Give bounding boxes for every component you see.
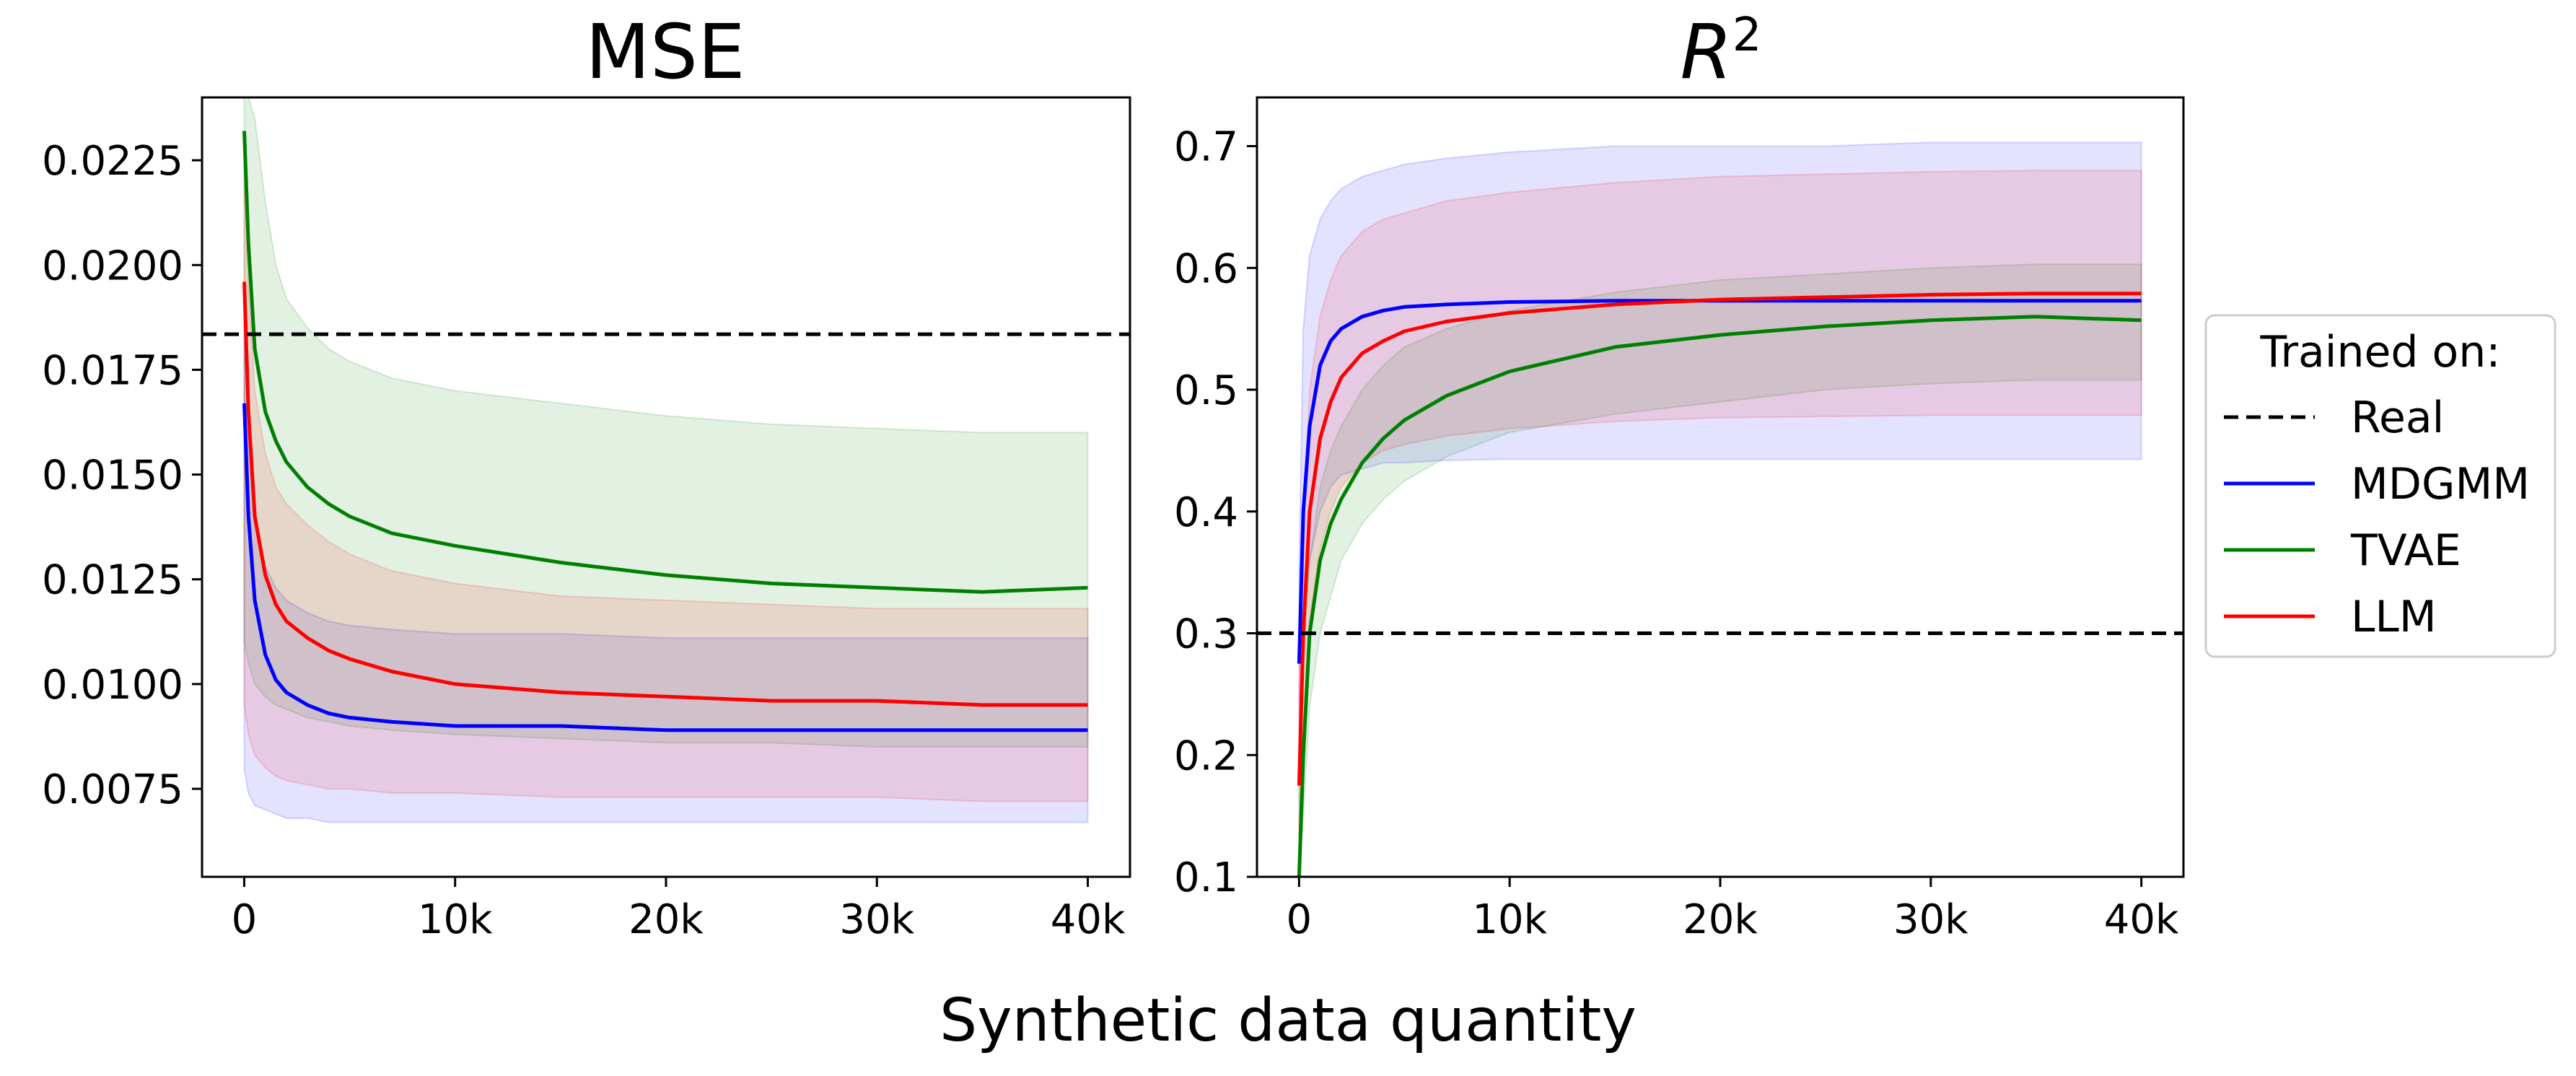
r2-y-tick-label: 0.7	[1174, 124, 1238, 171]
mse-llm-line	[242, 281, 1088, 707]
mse-y-tick-label: 0.0200	[42, 242, 183, 289]
r2-title: R2	[1681, 8, 1762, 96]
r2-tvae-line	[1297, 315, 2142, 877]
r2-panel: R2 0 10k 20k 30k 40k 0.1 0.2 0.3 0.4 0.5 0.6 0.7	[1174, 8, 2185, 943]
r2-lines	[1297, 292, 2142, 877]
legend-label-llm: LLM	[2351, 592, 2437, 642]
mse-x-tick-label: 30k	[839, 896, 914, 943]
mse-lines	[242, 131, 1088, 732]
mse-y-tick-label: 0.0125	[42, 557, 183, 604]
legend-entry-mdgmm: MDGMM	[2224, 459, 2530, 509]
mse-mdgmm-line	[242, 403, 1088, 732]
legend-label-tvae: TVAE	[2350, 525, 2461, 576]
legend-entry-llm: LLM	[2224, 592, 2437, 642]
r2-x-tick-label: 10k	[1472, 896, 1547, 943]
legend-entries: Real MDGMM TVAE LLM	[2224, 393, 2530, 642]
mse-y-ticks: 0.0075 0.0100 0.0125 0.0150 0.0175 0.0200 0.02…	[42, 138, 202, 813]
r2-x-tick-label: 0	[1287, 896, 1313, 943]
legend-entry-tvae: TVAE	[2224, 525, 2461, 576]
r2-y-tick-label: 0.5	[1174, 367, 1238, 414]
r2-llm-band	[1298, 170, 2142, 853]
r2-y-tick-label: 0.2	[1174, 732, 1238, 779]
r2-mdgmm-line	[1297, 299, 2142, 664]
r2-y-tick-label: 0.6	[1174, 245, 1238, 292]
mse-y-tick-label: 0.0150	[42, 452, 183, 499]
r2-y-tick-label: 0.4	[1174, 489, 1238, 536]
mse-mdgmm-band	[243, 307, 1089, 823]
legend-box	[2204, 314, 2557, 658]
mse-x-tick-label: 0	[232, 896, 258, 943]
mse-y-tick-label: 0.0175	[42, 347, 183, 394]
mse-bands	[243, 97, 1089, 823]
mse-llm-band	[243, 160, 1089, 802]
r2-y-tick-label: 0.1	[1174, 854, 1238, 901]
r2-llm-line	[1297, 292, 2142, 786]
r2-x-ticks: 0 10k 20k 30k 40k	[1287, 877, 2179, 943]
r2-tvae-band	[1298, 263, 2142, 877]
mse-tvae-line	[242, 131, 1088, 594]
legend-label-real: Real	[2351, 393, 2444, 443]
mse-tvae-band	[243, 97, 1089, 748]
mse-x-tick-label: 10k	[418, 896, 493, 943]
mse-title: MSE	[585, 8, 745, 96]
r2-x-tick-label: 20k	[1683, 896, 1758, 943]
x-axis-label: Synthetic data quantity	[939, 987, 1637, 1055]
r2-x-tick-label: 40k	[2104, 896, 2179, 943]
mse-x-ticks: 0 10k 20k 30k 40k	[232, 877, 1126, 943]
legend: Trained on: Real MDGMM TVAE LLM	[2204, 314, 2557, 658]
mse-y-tick-label: 0.0075	[42, 766, 183, 813]
mse-y-tick-label: 0.0100	[42, 662, 183, 709]
mse-panel: MSE 0 10k 20k 30k 40k 0.0075 0.0100 0.0125 0.01…	[42, 8, 1131, 943]
mse-x-tick-label: 40k	[1051, 896, 1126, 943]
mse-y-tick-label: 0.0225	[42, 138, 183, 185]
r2-bands	[1298, 141, 2142, 877]
r2-y-ticks: 0.1 0.2 0.3 0.4 0.5 0.6 0.7	[1174, 124, 1257, 901]
legend-entry-real: Real	[2224, 393, 2444, 443]
r2-x-tick-label: 30k	[1893, 896, 1968, 943]
legend-label-mdgmm: MDGMM	[2351, 459, 2530, 509]
r2-y-tick-label: 0.3	[1174, 611, 1238, 658]
legend-title: Trained on:	[2260, 327, 2501, 377]
mse-x-tick-label: 20k	[628, 896, 704, 943]
